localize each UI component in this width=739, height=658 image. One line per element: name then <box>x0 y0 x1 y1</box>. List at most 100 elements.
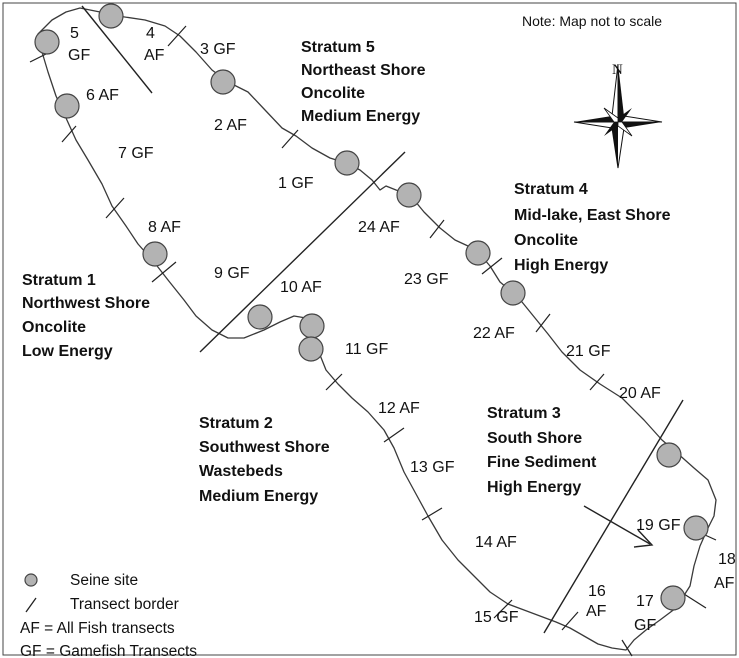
shoreline <box>37 7 717 651</box>
transect-border <box>281 129 299 149</box>
transect-border <box>61 125 77 143</box>
legend-transect-border-icon <box>25 597 37 613</box>
transect-border <box>535 313 551 333</box>
stratum-label-line: Low Energy <box>22 343 113 360</box>
compass-north-label: N <box>612 62 623 78</box>
transect-label: 22 AF <box>473 325 515 342</box>
stratum-label-line: Medium Energy <box>199 488 318 505</box>
stratum-label-line: Southwest Shore <box>199 439 330 456</box>
transect-label: 9 GF <box>214 265 250 282</box>
stratum-label-line: Oncolite <box>22 319 86 336</box>
legend-seine-site-label: Seine site <box>70 572 138 589</box>
stratum-label-line: High Energy <box>487 479 581 496</box>
transect-borders <box>29 25 717 657</box>
transect-border <box>481 257 503 275</box>
stratum-label-line: Stratum 5 <box>301 39 375 56</box>
seine-site <box>396 182 422 208</box>
compass-rose-icon <box>573 63 663 169</box>
transect-label: AF <box>144 47 165 64</box>
stratum-label-line: Stratum 4 <box>514 181 588 198</box>
seine-site <box>210 69 236 95</box>
seine-site <box>298 336 324 362</box>
stratum-label-4: Stratum 4 Mid-lake, East Shore Oncolite … <box>514 181 671 274</box>
transect-label: 8 AF <box>148 219 181 236</box>
stratum-label-line: Medium Energy <box>301 108 420 125</box>
stratum-label-line: Mid-lake, East Shore <box>514 207 671 224</box>
transect-label: 16 <box>588 583 606 600</box>
seine-sites <box>34 3 709 611</box>
transect-border <box>429 219 445 239</box>
transect-label: 15 GF <box>474 609 519 626</box>
transect-border <box>383 427 405 443</box>
seine-site <box>142 241 168 267</box>
seine-site <box>34 29 60 55</box>
transect-label: 4 <box>146 25 155 42</box>
seine-site <box>660 585 686 611</box>
seine-site <box>683 515 709 541</box>
legend-seine-site-icon <box>24 573 38 587</box>
transect-label: GF <box>68 47 90 64</box>
seine-site <box>98 3 124 29</box>
legend-transect-border-label: Transect border <box>70 596 179 613</box>
transect-border <box>561 611 579 631</box>
transect-label: 2 AF <box>214 117 247 134</box>
stratum-label-line: South Shore <box>487 430 582 447</box>
transect-border <box>325 373 343 391</box>
transect-label: 14 AF <box>475 534 517 551</box>
transect-label: GF <box>634 617 656 634</box>
stratum-label-line: Stratum 1 <box>22 272 96 289</box>
stratum-label-line: Wastebeds <box>199 463 283 480</box>
transect-border <box>151 261 177 283</box>
transect-border <box>421 507 443 521</box>
transect-label: 23 GF <box>404 271 449 288</box>
seine-site <box>500 280 526 306</box>
transect-border <box>589 373 605 391</box>
transect-border <box>621 639 633 657</box>
transect-border <box>493 599 513 619</box>
transect-label: 12 AF <box>378 400 420 417</box>
transect-label: 10 AF <box>280 279 322 296</box>
stratum-label-line: Fine Sediment <box>487 454 597 471</box>
stratum-boundary-1-2 <box>199 151 406 353</box>
transect-label: 7 GF <box>118 145 154 162</box>
transect-border <box>167 25 187 47</box>
transect-label: AF <box>586 603 607 620</box>
transect-label: 13 GF <box>410 459 455 476</box>
transect-label: 1 GF <box>278 175 314 192</box>
transect-label: 21 GF <box>566 343 611 360</box>
transect-label: 5 <box>70 25 79 42</box>
stratum-label-line: Northeast Shore <box>301 62 426 79</box>
stratum-label-line: Oncolite <box>514 232 578 249</box>
transect-label: 11 GF <box>345 341 389 358</box>
stratum-label-line: Northwest Shore <box>22 295 150 312</box>
transect-label: 18 <box>718 551 736 568</box>
stratum-label-3: Stratum 3 South Shore Fine Sediment High… <box>487 405 597 496</box>
transect-label: 3 GF <box>200 41 236 58</box>
stratum-label-line: Oncolite <box>301 85 365 102</box>
map-note: Note: Map not to scale <box>522 13 662 29</box>
stratum-boundary-5-1 <box>81 5 153 94</box>
seine-site <box>54 93 80 119</box>
transect-label: 6 AF <box>86 87 119 104</box>
transect-border <box>105 197 125 219</box>
transect-label: 24 AF <box>358 219 400 236</box>
transect-label: 17 <box>636 593 654 610</box>
stratum-label-2: Stratum 2 Southwest Shore Wastebeds Medi… <box>199 415 330 505</box>
transect-label: 20 AF <box>619 385 661 402</box>
legend-af-definition: AF = All Fish transects <box>20 620 175 637</box>
stratum-label-1: Stratum 1 Northwest Shore Oncolite Low E… <box>22 272 150 360</box>
legend-gf-definition: GF = Gamefish Transects <box>20 643 197 658</box>
seine-site <box>299 313 325 339</box>
legend: Seine site Transect border AF = All Fish… <box>20 572 197 658</box>
stratum-label-line: Stratum 3 <box>487 405 561 422</box>
seine-site <box>247 304 273 330</box>
transect-label: AF <box>714 575 735 592</box>
transect-label: 19 GF <box>636 517 681 534</box>
stratum-label-line: Stratum 2 <box>199 415 273 432</box>
seine-site <box>656 442 682 468</box>
direction-arrow-icon <box>583 505 654 548</box>
stratum-label-5: Stratum 5 Northeast Shore Oncolite Mediu… <box>301 39 426 125</box>
transect-labels: 1 GF 2 AF 3 GF 4 AF 5 GF 6 AF 7 GF 8 AF … <box>68 25 736 634</box>
stratum-boundary-2-3 <box>543 399 684 634</box>
